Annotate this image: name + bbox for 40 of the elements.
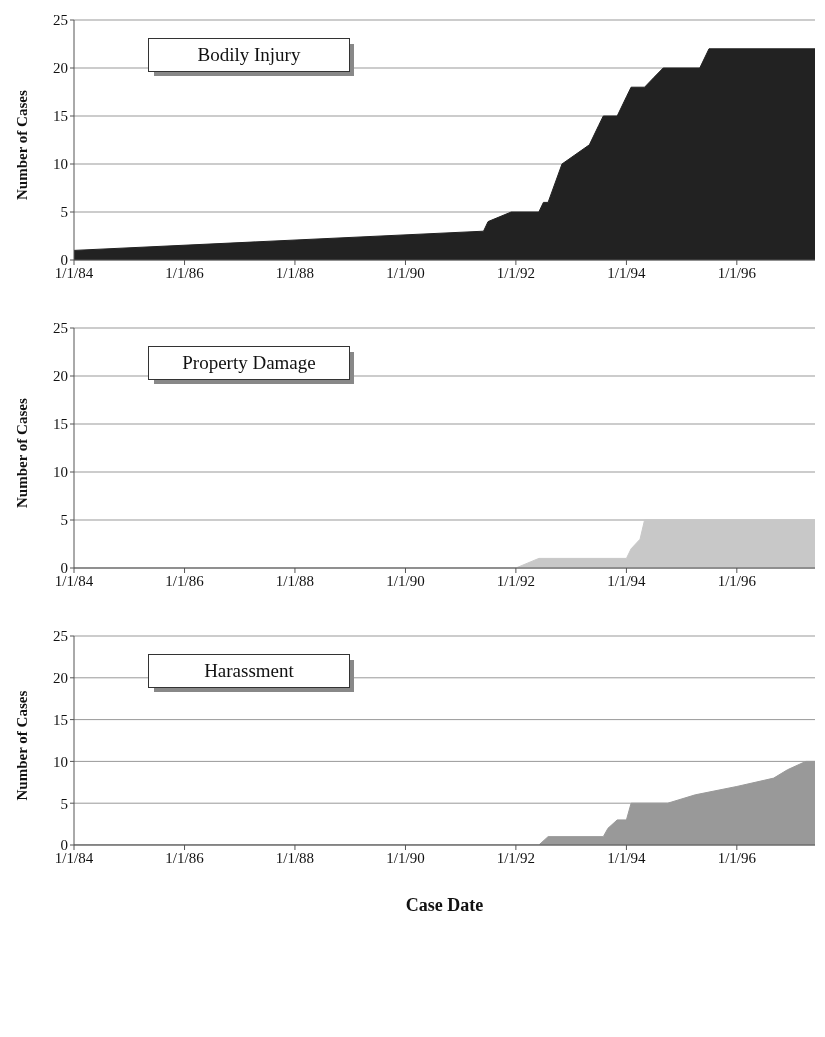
text: Property Damage — [181, 352, 317, 374]
y-tick-label: 20 — [53, 368, 68, 385]
x-tick-label: 1/1/86 — [165, 849, 205, 866]
x-tick-label: 1/1/96 — [717, 849, 757, 866]
y-tick-label: 10 — [53, 156, 68, 173]
y-tick-label: 15 — [53, 108, 68, 125]
y-tick-label: 5 — [60, 512, 68, 529]
y-tick-label: 10 — [53, 753, 68, 770]
y-tick-label: 25 — [53, 320, 68, 337]
y-tick-label: 15 — [53, 416, 68, 433]
x-axis-title: Case Date — [405, 895, 484, 915]
y-tick-label: 10 — [53, 464, 68, 481]
y-axis-title: Number of Cases — [14, 398, 31, 508]
text: Harassment — [203, 660, 295, 682]
x-tick-label: 1/1/88 — [275, 264, 315, 281]
x-tick-label: 1/1/94 — [607, 264, 647, 281]
y-tick-label: 25 — [53, 12, 68, 29]
x-tick-label: 1/1/90 — [386, 572, 425, 589]
x-tick-label: 1/1/96 — [717, 264, 757, 281]
y-axis-title: Number of Cases — [14, 90, 31, 200]
y-tick-label: 25 — [53, 628, 68, 645]
y-tick-label: 15 — [53, 711, 68, 728]
x-tick-label: 1/1/86 — [165, 572, 205, 589]
x-tick-label: 1/1/88 — [275, 572, 315, 589]
x-tick-label: 1/1/90 — [386, 264, 425, 281]
x-tick-label: 1/1/86 — [165, 264, 205, 281]
x-tick-label: 1/1/92 — [496, 849, 536, 866]
x-tick-label: 1/1/94 — [607, 572, 647, 589]
y-tick-label: 20 — [53, 60, 68, 77]
x-tick-label: 1/1/88 — [275, 849, 315, 866]
text: Bodily Injury — [196, 44, 302, 66]
x-tick-label: 1/1/96 — [717, 572, 757, 589]
x-tick-label: 1/1/90 — [386, 849, 425, 866]
y-axis-title: Number of Cases — [14, 690, 31, 801]
y-tick-label: 5 — [60, 204, 68, 221]
y-tick-label: 5 — [60, 795, 68, 812]
x-tick-label: 1/1/94 — [607, 849, 647, 866]
x-tick-label: 1/1/92 — [496, 572, 536, 589]
y-tick-label: 20 — [53, 670, 68, 687]
x-tick-label: 1/1/92 — [496, 264, 536, 281]
